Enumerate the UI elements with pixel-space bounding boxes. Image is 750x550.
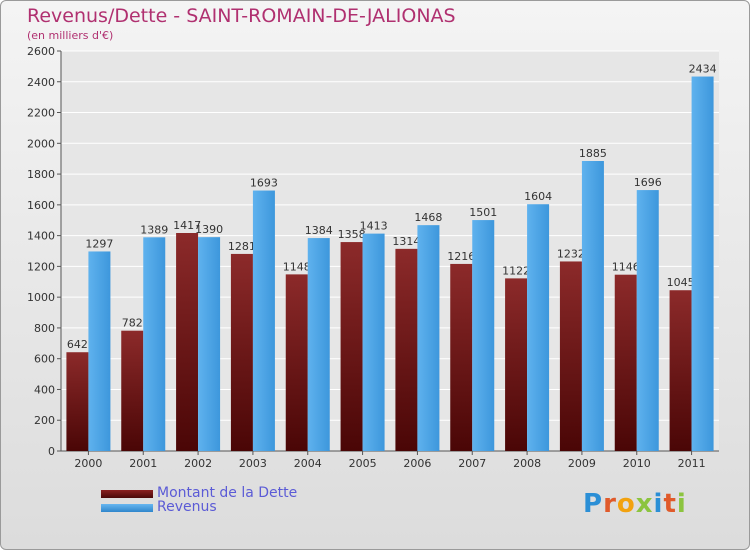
data-label-dette-2000: 642: [67, 338, 88, 351]
data-label-revenus-2008: 1604: [524, 190, 552, 203]
bar-dette-2002: [176, 233, 199, 451]
data-label-dette-2004: 1148: [283, 260, 311, 273]
bar-revenus-2003: [252, 190, 275, 452]
y-tick-label: 2000: [27, 137, 55, 150]
bar-revenus-2011: [691, 76, 714, 452]
y-tick-label: 600: [34, 353, 55, 366]
legend-swatch-dette: [101, 490, 153, 498]
x-tick-label-2001: 2001: [129, 457, 157, 470]
x-tick-label-2004: 2004: [294, 457, 322, 470]
data-label-revenus-2003: 1693: [250, 177, 278, 190]
data-label-dette-2007: 1216: [447, 250, 475, 263]
data-label-dette-2009: 1232: [557, 247, 585, 260]
data-label-revenus-2001: 1389: [140, 223, 168, 236]
bar-dette-2004: [285, 274, 308, 451]
data-label-revenus-2011: 2434: [689, 63, 717, 76]
proxiti-logo: Proxiti: [583, 489, 687, 519]
bar-dette-2007: [450, 263, 473, 451]
chart-title: Revenus/Dette - SAINT-ROMAIN-DE-JALIONAS: [27, 5, 456, 27]
data-label-revenus-2000: 1297: [85, 237, 113, 250]
bar-dette-2008: [505, 278, 528, 451]
bar-revenus-2004: [307, 238, 330, 451]
bar-dette-2003: [230, 253, 253, 451]
y-tick-label: 2600: [27, 45, 55, 58]
chart-subtitle: (en milliers d'€): [27, 29, 114, 42]
data-label-dette-2005: 1358: [338, 228, 366, 241]
bar-dette-2006: [395, 248, 418, 451]
y-tick-label: 200: [34, 414, 55, 427]
data-label-dette-2008: 1122: [502, 264, 530, 277]
bar-revenus-2000: [88, 251, 111, 451]
y-tick-label: 400: [34, 383, 55, 396]
bar-revenus-2006: [417, 225, 440, 451]
data-label-dette-2002: 1417: [173, 219, 201, 232]
bar-dette-2009: [559, 261, 582, 451]
plot-area: [61, 51, 719, 451]
data-label-dette-2001: 782: [122, 317, 143, 330]
data-label-dette-2003: 1281: [228, 240, 256, 253]
y-tick-label: 0: [48, 445, 55, 458]
data-label-dette-2006: 1314: [392, 235, 420, 248]
data-label-revenus-2007: 1501: [469, 206, 497, 219]
data-label-revenus-2005: 1413: [360, 220, 388, 233]
x-tick-label-2006: 2006: [403, 457, 431, 470]
y-tick-label: 1400: [27, 230, 55, 243]
bar-revenus-2001: [143, 237, 166, 451]
y-tick-label: 1600: [27, 199, 55, 212]
bar-revenus-2002: [198, 237, 221, 451]
y-tick-label: 2200: [27, 107, 55, 120]
bar-dette-2000: [66, 352, 89, 451]
legend-label-revenus: Revenus: [157, 499, 217, 515]
bar-dette-2010: [614, 274, 637, 451]
y-tick-label: 1200: [27, 260, 55, 273]
bar-revenus-2005: [362, 233, 385, 451]
x-tick-label-2002: 2002: [184, 457, 212, 470]
bar-revenus-2008: [527, 204, 550, 451]
data-label-revenus-2004: 1384: [305, 224, 333, 237]
x-tick-label-2010: 2010: [623, 457, 651, 470]
y-tick-label: 800: [34, 322, 55, 335]
x-tick-label-2003: 2003: [239, 457, 267, 470]
bar-dette-2005: [340, 242, 363, 451]
bar-dette-2011: [669, 290, 692, 451]
data-label-revenus-2010: 1696: [634, 176, 662, 189]
data-label-dette-2011: 1045: [667, 276, 695, 289]
y-tick-label: 1800: [27, 168, 55, 181]
data-label-revenus-2009: 1885: [579, 147, 607, 160]
y-tick-label: 2400: [27, 76, 55, 89]
legend-label-dette: Montant de la Dette: [157, 485, 298, 501]
x-tick-label-2011: 2011: [678, 457, 706, 470]
x-tick-label-2005: 2005: [349, 457, 377, 470]
bar-revenus-2010: [636, 190, 659, 452]
y-tick-label: 1000: [27, 291, 55, 304]
bar-revenus-2009: [581, 161, 604, 451]
bar-revenus-2007: [472, 220, 495, 451]
x-tick-label-2000: 2000: [74, 457, 102, 470]
x-tick-label-2009: 2009: [568, 457, 596, 470]
x-tick-label-2008: 2008: [513, 457, 541, 470]
bar-dette-2001: [121, 330, 144, 451]
data-label-revenus-2002: 1390: [195, 223, 223, 236]
x-tick-label-2007: 2007: [458, 457, 486, 470]
data-label-revenus-2006: 1468: [414, 211, 442, 224]
data-label-dette-2010: 1146: [612, 261, 640, 274]
legend-swatch-revenus: [101, 504, 153, 512]
